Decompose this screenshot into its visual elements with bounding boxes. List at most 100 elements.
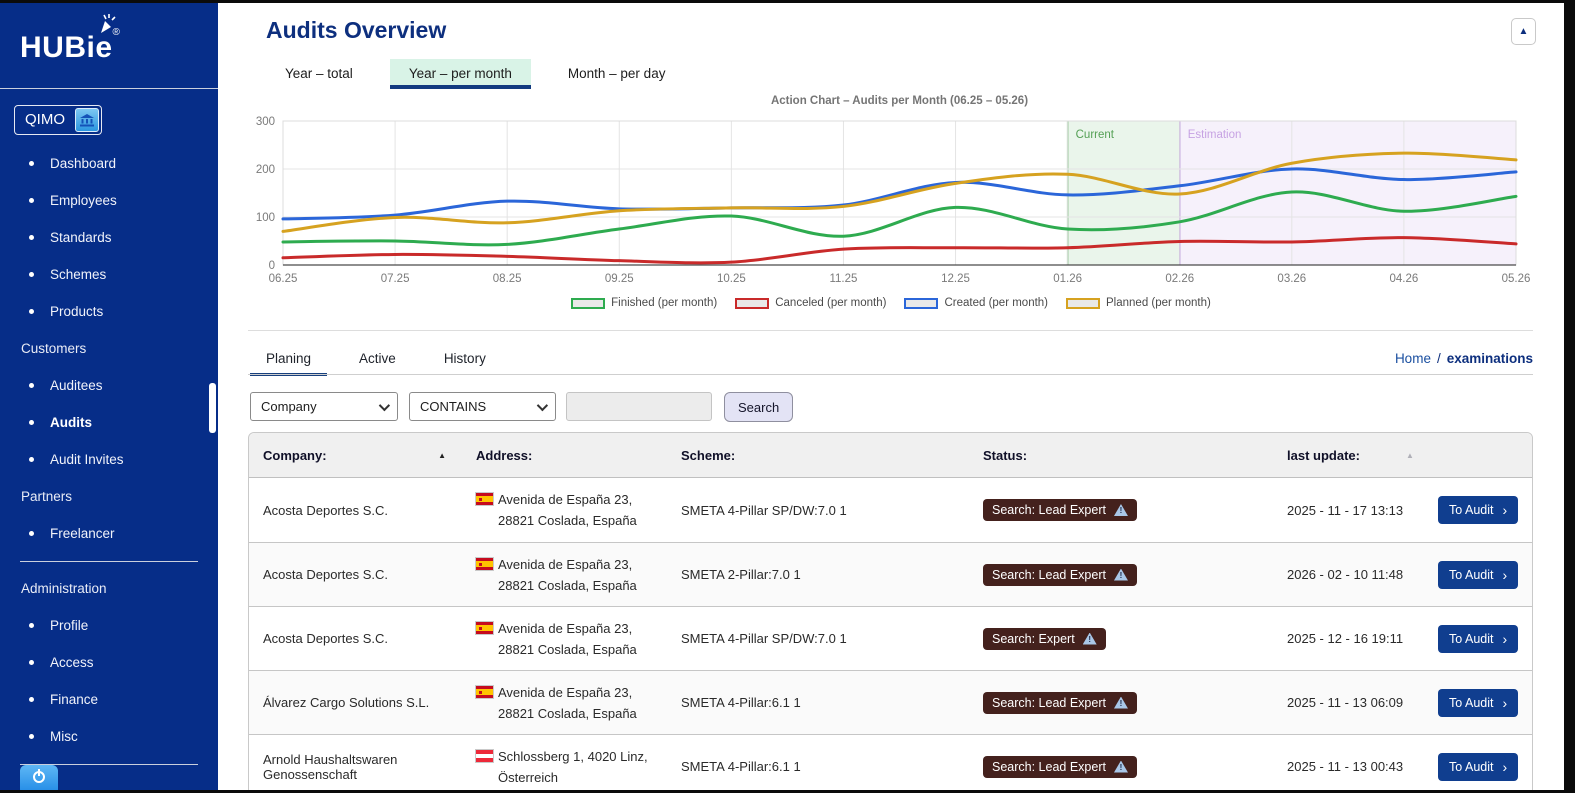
- status-text: Search: Lead Expert: [992, 760, 1106, 774]
- column-header-scheme-[interactable]: Scheme:: [667, 448, 969, 463]
- cell-status: Search: Expert!: [969, 628, 1273, 650]
- to-audit-button[interactable]: To Audit›: [1438, 625, 1518, 653]
- sidebar-item-label: Auditees: [50, 378, 103, 393]
- column-header-label: last update:: [1287, 448, 1360, 463]
- search-input[interactable]: [566, 392, 712, 421]
- x-tick: 08.25: [493, 273, 522, 285]
- cell-status: Search: Lead Expert!: [969, 499, 1273, 521]
- tab-active[interactable]: Active: [343, 343, 412, 376]
- audits-per-month-chart: CurrentEstimation010020030006.2507.2508.…: [218, 88, 1564, 300]
- sort-arrow-icon[interactable]: ▲: [438, 451, 446, 460]
- to-audit-label: To Audit: [1449, 632, 1493, 646]
- filter-operator-value: CONTAINS: [420, 399, 486, 414]
- address-line-2: 28821 Coslada, España: [498, 575, 667, 596]
- address-line-2: 28821 Coslada, España: [498, 639, 667, 660]
- sort-arrow-icon[interactable]: ▲: [1406, 451, 1414, 460]
- to-audit-label: To Audit: [1449, 760, 1493, 774]
- to-audit-label: To Audit: [1449, 696, 1493, 710]
- address-line-1: Avenida de España 23,: [498, 682, 667, 703]
- bullet-icon: [29, 660, 34, 665]
- search-button[interactable]: Search: [724, 392, 793, 422]
- logout-button[interactable]: [20, 765, 58, 790]
- tab-year-total[interactable]: Year – total: [266, 59, 372, 89]
- cell-address: Avenida de España 23,28821 Coslada, Espa…: [462, 554, 667, 596]
- column-header-company-[interactable]: Company:▲: [249, 448, 462, 463]
- bullet-icon: [29, 383, 34, 388]
- bullet-icon: [29, 457, 34, 462]
- to-audit-button[interactable]: To Audit›: [1438, 496, 1518, 524]
- sidebar-item-auditees[interactable]: Auditees: [0, 367, 218, 404]
- address-line-1: Schlossberg 1, 4020 Linz,: [498, 746, 667, 767]
- status-text: Search: Lead Expert: [992, 503, 1106, 517]
- column-header-address-[interactable]: Address:: [462, 448, 667, 463]
- tab-history[interactable]: History: [428, 343, 502, 376]
- sidebar-item-standards[interactable]: Standards: [0, 219, 218, 256]
- org-switcher[interactable]: QIMO: [14, 105, 102, 135]
- org-bank-button[interactable]: [75, 108, 99, 132]
- address-line-1: Avenida de España 23,: [498, 618, 667, 639]
- status-badge: Search: Lead Expert!: [983, 564, 1137, 586]
- warning-icon: !: [1114, 504, 1128, 516]
- cell-action: To Audit›: [1438, 496, 1534, 524]
- sidebar-item-profile[interactable]: Profile: [0, 607, 218, 644]
- x-tick: 11.25: [829, 273, 857, 285]
- sidebar-item-label: Audit Invites: [50, 452, 124, 467]
- sidebar-item-label: Profile: [50, 618, 88, 633]
- to-audit-button[interactable]: To Audit›: [1438, 753, 1518, 781]
- sidebar-scrollbar-thumb[interactable]: [209, 383, 216, 433]
- address-line-2: Österreich: [498, 767, 667, 788]
- cell-action: To Audit›: [1438, 561, 1534, 589]
- chevron-right-icon: ›: [1502, 570, 1507, 580]
- tabs-divider: [248, 374, 1533, 375]
- to-audit-button[interactable]: To Audit›: [1438, 561, 1518, 589]
- tab-month-per-day[interactable]: Month – per day: [549, 59, 685, 89]
- sidebar-item-products[interactable]: Products: [0, 293, 218, 330]
- address-line-2: 28821 Coslada, España: [498, 703, 667, 724]
- sidebar-item-freelancer[interactable]: Freelancer: [0, 515, 218, 552]
- filter-field-select[interactable]: Company: [250, 392, 398, 421]
- warning-icon: !: [1114, 569, 1128, 581]
- sidebar-item-dashboard[interactable]: Dashboard: [0, 145, 218, 182]
- x-tick: 10.25: [717, 273, 746, 285]
- breadcrumb: Home/examinations: [1395, 351, 1533, 366]
- tab-year-per-month[interactable]: Year – per month: [390, 59, 531, 89]
- cell-last-update: 2025 - 11 - 17 13:13: [1273, 503, 1438, 518]
- audits-table: Company:▲Address:Scheme:Status:last upda…: [248, 432, 1533, 790]
- flag-icon-es: [476, 622, 493, 634]
- breadcrumb-home-link[interactable]: Home: [1395, 351, 1431, 366]
- sidebar-item-audit-invites[interactable]: Audit Invites: [0, 441, 218, 478]
- sidebar-item-employees[interactable]: Employees: [0, 182, 218, 219]
- sidebar-item-label: Employees: [50, 193, 117, 208]
- table-row: Arnold Haushaltswaren Genossenschaft Schl…: [249, 734, 1532, 790]
- sidebar-item-label: Freelancer: [50, 526, 115, 541]
- to-audit-label: To Audit: [1449, 503, 1493, 517]
- collapse-chart-button[interactable]: ▲: [1511, 18, 1536, 45]
- sidebar-item-misc[interactable]: Misc: [0, 718, 218, 755]
- column-header-status-[interactable]: Status:: [969, 448, 1273, 463]
- sidebar-item-schemes[interactable]: Schemes: [0, 256, 218, 293]
- column-header-last-update-[interactable]: last update: ▲: [1273, 448, 1438, 463]
- filter-operator-select[interactable]: CONTAINS: [409, 392, 556, 421]
- sidebar-item-audits[interactable]: Audits: [0, 404, 218, 441]
- flag-icon-es: [476, 686, 493, 698]
- chart-range-tabs: Year – total Year – per month Month – per …: [266, 59, 684, 89]
- cell-company: Arnold Haushaltswaren Genossenschaft: [249, 752, 462, 782]
- page-title: Audits Overview: [266, 17, 446, 44]
- audit-list-tabs: Planing Active History: [250, 343, 502, 376]
- legend-label: Planned (per month): [1106, 297, 1211, 309]
- sidebar-item-access[interactable]: Access: [0, 644, 218, 681]
- tab-planing[interactable]: Planing: [250, 343, 327, 376]
- chevron-down-icon: [379, 399, 390, 410]
- cell-status: Search: Lead Expert!: [969, 756, 1273, 778]
- x-tick: 04.26: [1390, 273, 1419, 285]
- x-tick: 06.25: [269, 273, 298, 285]
- x-tick: 07.25: [381, 273, 410, 285]
- main-content: Audits Overview ▲ Year – total Year – per…: [218, 3, 1564, 790]
- breadcrumb-separator: /: [1437, 351, 1441, 366]
- triangle-up-icon: ▲: [1519, 26, 1529, 37]
- cell-scheme: SMETA 4-Pillar:6.1 1: [667, 695, 969, 710]
- sidebar-item-finance[interactable]: Finance: [0, 681, 218, 718]
- y-tick: 100: [256, 212, 275, 224]
- to-audit-button[interactable]: To Audit›: [1438, 689, 1518, 717]
- cell-scheme: SMETA 4-Pillar:6.1 1: [667, 759, 969, 774]
